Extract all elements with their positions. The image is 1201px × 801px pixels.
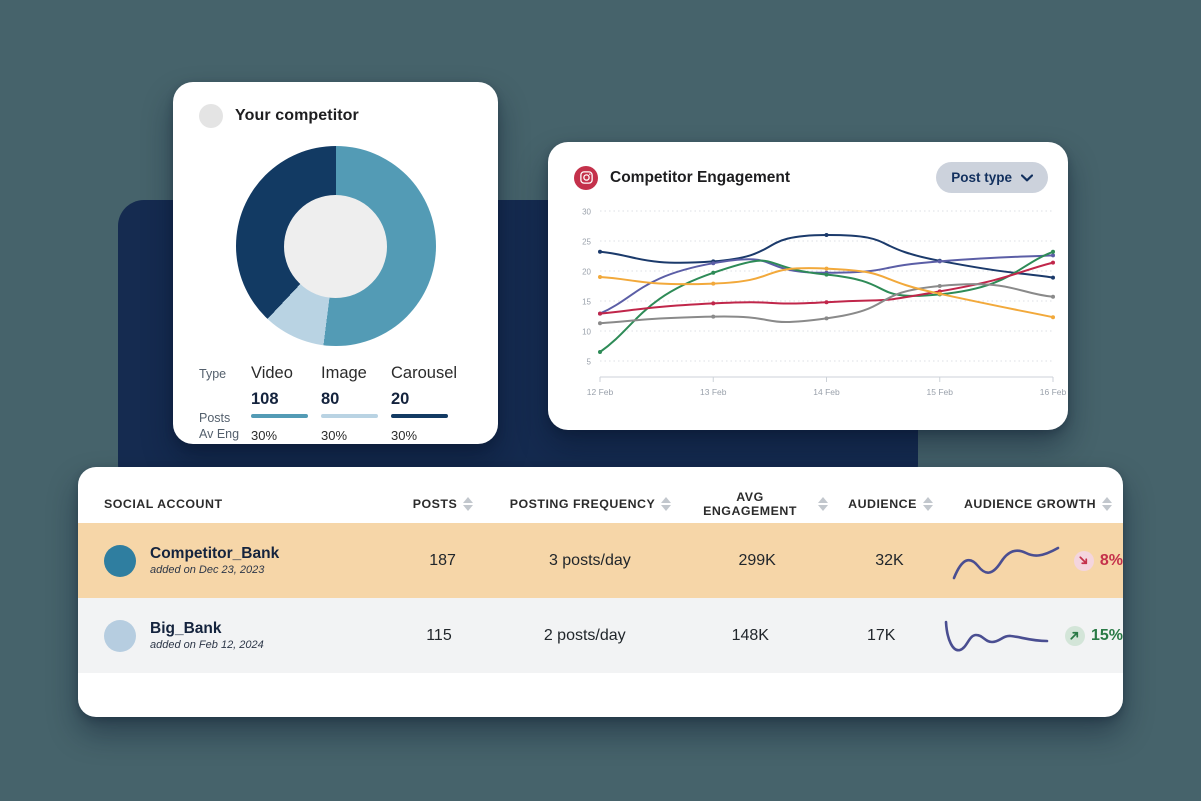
social-accounts-table-card: SOCIAL ACCOUNT POSTS POSTING FREQUENCY A… xyxy=(78,467,1123,717)
account-added-date: added on Feb 12, 2024 xyxy=(150,639,264,651)
sort-icon[interactable] xyxy=(818,497,828,511)
competitor-breakdown-card: Your competitor Type Video Image Carouse… xyxy=(173,82,498,444)
chevron-down-icon xyxy=(1020,170,1034,185)
cell-audience: 32K xyxy=(875,551,904,569)
sort-icon[interactable] xyxy=(1102,497,1113,511)
cell-social-account: Big_Bank added on Feb 12, 2024 xyxy=(78,619,390,652)
column-header-posts[interactable]: POSTS xyxy=(393,497,493,511)
aveng-video: 30% xyxy=(251,428,278,443)
account-name: Competitor_Bank xyxy=(150,545,280,562)
cell-avg-engagement: 299K xyxy=(738,551,776,569)
posts-image-value: 80 xyxy=(321,390,340,408)
posts-video-cell: 108 xyxy=(251,390,321,427)
cell-social-account: Competitor_Bank added on Dec 23, 2023 xyxy=(78,544,393,577)
column-header-avg-engagement[interactable]: AVG ENGAGEMENT xyxy=(688,490,828,518)
table-header-row: SOCIAL ACCOUNT POSTS POSTING FREQUENCY A… xyxy=(78,467,1123,523)
type-carousel: Carousel xyxy=(391,364,458,382)
post-type-filter-button[interactable]: Post type xyxy=(936,162,1048,193)
column-header-audience[interactable]: AUDIENCE xyxy=(828,497,953,511)
column-header-audience-growth-label: AUDIENCE GROWTH xyxy=(963,497,1097,511)
posts-row-label: Posts xyxy=(199,411,231,425)
sort-icon[interactable] xyxy=(661,497,672,511)
svg-text:15 Feb: 15 Feb xyxy=(927,387,954,397)
account-added-date: added on Dec 23, 2023 xyxy=(150,564,265,576)
posts-carousel-value: 20 xyxy=(391,390,410,408)
table-row[interactable]: Big_Bank added on Feb 12, 2024 115 2 pos… xyxy=(78,598,1123,673)
type-video: Video xyxy=(251,364,293,382)
cell-audience-growth: 8% xyxy=(952,540,1123,582)
svg-text:13 Feb: 13 Feb xyxy=(700,387,727,397)
aveng-row: Av Eng 30% 30% 30% xyxy=(199,427,461,443)
engagement-card-header: Competitor Engagement Post type xyxy=(548,142,1068,193)
type-image: Image xyxy=(321,364,367,382)
svg-text:10: 10 xyxy=(582,328,591,337)
posts-video-value: 108 xyxy=(251,390,279,408)
table-row[interactable]: Competitor_Bank added on Dec 23, 2023 18… xyxy=(78,523,1123,598)
svg-text:12 Feb: 12 Feb xyxy=(587,387,614,397)
type-row: Type Video Image Carousel xyxy=(199,364,461,383)
posts-video-bar xyxy=(251,414,308,418)
svg-text:20: 20 xyxy=(582,268,591,277)
cell-audience-growth: 15% xyxy=(943,615,1123,657)
gray-circle-avatar-icon xyxy=(199,104,223,128)
sparkline-chart xyxy=(952,546,1060,579)
cell-audience: 17K xyxy=(866,626,896,644)
column-header-audience-growth[interactable]: AUDIENCE GROWTH xyxy=(963,497,1113,511)
instagram-icon xyxy=(574,165,598,190)
growth-value: 15% xyxy=(1090,626,1123,644)
cell-posting-frequency: 3 posts/day xyxy=(548,551,631,569)
status-badge: 15% xyxy=(1064,625,1123,646)
sparkline-chart xyxy=(944,620,1049,651)
arrow-up-right-icon xyxy=(1064,625,1085,646)
aveng-row-label: Av Eng xyxy=(199,427,240,441)
growth-value: 8% xyxy=(1099,551,1123,569)
donut-hole xyxy=(284,194,387,298)
competitor-engagement-card: Competitor Engagement Post type 5 10 15 20 2… xyxy=(548,142,1068,430)
column-header-posting-frequency-label: POSTING FREQUENCY xyxy=(509,497,656,511)
cell-posts: 115 xyxy=(426,626,452,644)
cell-posts: 187 xyxy=(429,551,456,569)
avatar xyxy=(104,544,136,577)
sort-icon[interactable] xyxy=(463,497,474,511)
sort-icon[interactable] xyxy=(922,497,933,511)
svg-text:15: 15 xyxy=(582,298,591,307)
posts-row: Posts 108 80 20 xyxy=(199,390,461,427)
type-row-label: Type xyxy=(199,367,227,381)
svg-text:16 Feb: 16 Feb xyxy=(1040,387,1067,397)
engagement-card-title: Competitor Engagement xyxy=(610,168,790,186)
posts-carousel-cell: 20 xyxy=(391,390,461,427)
aveng-image: 30% xyxy=(321,428,348,443)
svg-text:5: 5 xyxy=(587,358,592,367)
post-type-table: Type Video Image Carousel Posts 108 80 2… xyxy=(199,364,461,443)
status-badge: 8% xyxy=(1073,550,1123,571)
column-header-avg-engagement-label: AVG ENGAGEMENT xyxy=(703,490,797,518)
aveng-carousel: 30% xyxy=(391,428,418,443)
column-header-audience-label: AUDIENCE xyxy=(848,497,917,511)
post-type-filter-label: Post type xyxy=(951,170,1012,185)
svg-text:30: 30 xyxy=(582,208,591,217)
svg-text:25: 25 xyxy=(582,238,591,247)
svg-text:14 Feb: 14 Feb xyxy=(813,387,840,397)
posts-image-cell: 80 xyxy=(321,390,391,427)
posts-carousel-bar xyxy=(391,414,448,418)
column-header-social-account[interactable]: SOCIAL ACCOUNT xyxy=(104,497,223,511)
cell-avg-engagement: 148K xyxy=(731,626,769,644)
cell-posting-frequency: 2 posts/day xyxy=(543,626,626,644)
donut-card-title: Your competitor xyxy=(235,107,359,124)
arrow-down-right-icon xyxy=(1073,550,1094,571)
posts-image-bar xyxy=(321,414,378,418)
donut-chart xyxy=(235,146,436,346)
account-name: Big_Bank xyxy=(150,620,222,637)
column-header-posts-label: POSTS xyxy=(412,497,458,511)
avatar xyxy=(104,619,136,652)
engagement-line-chart: 5 10 15 20 25 30 12 Feb 13 Feb 14 Feb 15 Feb 16 Fe… xyxy=(548,201,1068,416)
donut-card-header: Your competitor xyxy=(173,82,498,128)
column-header-posting-frequency[interactable]: POSTING FREQUENCY xyxy=(493,497,688,511)
